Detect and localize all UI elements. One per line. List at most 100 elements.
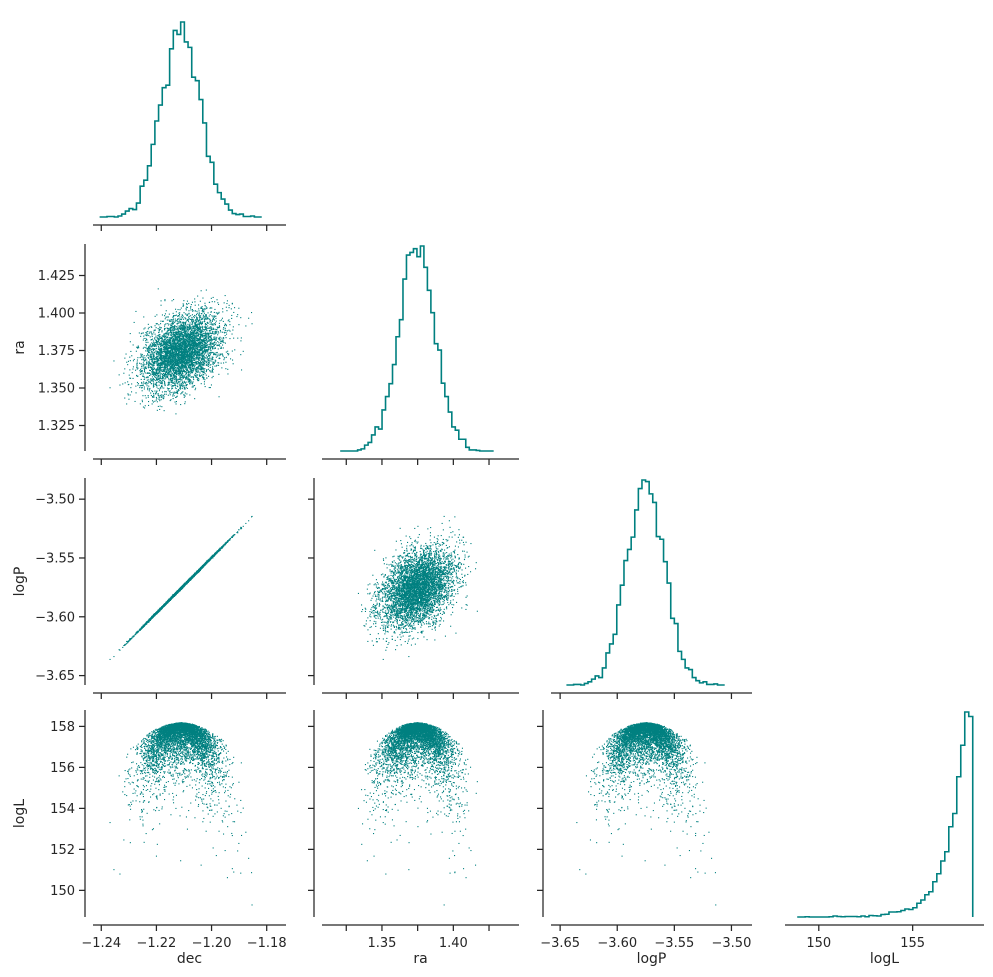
scatter-point — [164, 352, 165, 353]
scatter-point — [153, 395, 154, 396]
scatter-point — [215, 324, 216, 325]
scatter-point — [188, 329, 189, 330]
scatter-point — [178, 323, 179, 324]
scatter-point — [143, 364, 144, 365]
scatter-point — [211, 298, 212, 299]
scatter-point — [205, 309, 206, 310]
scatter-point — [193, 371, 194, 372]
scatter-point — [168, 357, 169, 358]
scatter-point — [180, 372, 181, 373]
scatter-point — [180, 370, 181, 371]
scatter-point — [156, 397, 157, 398]
scatter-point — [207, 352, 208, 353]
scatter-point — [156, 387, 157, 388]
scatter-point — [200, 353, 201, 354]
scatter-point — [199, 310, 200, 311]
scatter-point — [206, 377, 207, 378]
scatter-point — [196, 345, 197, 346]
scatter-point — [155, 351, 156, 352]
scatter-point — [134, 359, 135, 360]
scatter-point — [178, 334, 179, 335]
scatter-point — [212, 324, 213, 325]
scatter-point — [164, 349, 165, 350]
scatter-point — [234, 307, 235, 308]
scatter-point — [178, 327, 179, 328]
scatter-point — [172, 368, 173, 369]
scatter-point — [175, 385, 176, 386]
scatter-point — [172, 344, 173, 345]
scatter-point — [219, 358, 220, 359]
scatter-point — [147, 380, 148, 381]
scatter-point — [181, 349, 182, 350]
scatter-point — [222, 311, 223, 312]
scatter-point — [142, 385, 143, 386]
scatter-point — [189, 352, 190, 353]
scatter-point — [124, 398, 125, 399]
scatter-point — [182, 377, 183, 378]
scatter-point — [200, 322, 201, 323]
scatter-point — [159, 352, 160, 353]
scatter-point — [177, 392, 178, 393]
scatter-point — [148, 363, 149, 364]
scatter-point — [175, 347, 176, 348]
scatter-point — [154, 368, 155, 369]
scatter-point — [158, 328, 159, 329]
scatter-point — [167, 331, 168, 332]
scatter-point — [190, 339, 191, 340]
scatter-point — [187, 327, 188, 328]
scatter-point — [187, 344, 188, 345]
scatter-point — [209, 328, 210, 329]
scatter-point — [192, 347, 193, 348]
scatter-point — [147, 389, 148, 390]
scatter-point — [181, 316, 182, 317]
scatter-point — [206, 324, 207, 325]
scatter-point — [178, 373, 179, 374]
scatter-point — [219, 355, 220, 356]
scatter-point — [173, 342, 174, 343]
scatter-point — [210, 333, 211, 334]
scatter-point — [189, 355, 190, 356]
scatter-point — [191, 328, 192, 329]
scatter-point — [152, 372, 153, 373]
scatter-point — [161, 355, 162, 356]
scatter-point — [199, 354, 200, 355]
scatter-point — [188, 317, 189, 318]
scatter-point — [205, 352, 206, 353]
scatter-point — [248, 318, 249, 319]
scatter-point — [216, 329, 217, 330]
scatter-point — [169, 366, 170, 367]
scatter-point — [211, 384, 212, 385]
scatter-point — [196, 314, 197, 315]
scatter-point — [158, 388, 159, 389]
scatter-point — [203, 379, 204, 380]
scatter-point — [153, 379, 154, 380]
scatter-point — [214, 363, 215, 364]
scatter-point — [191, 351, 192, 352]
scatter-point — [157, 344, 158, 345]
scatter-point — [237, 314, 238, 315]
scatter-point — [170, 325, 171, 326]
scatter-point — [220, 343, 221, 344]
scatter-point — [195, 323, 196, 324]
scatter-point — [222, 332, 223, 333]
scatter-point — [157, 401, 158, 402]
scatter-point — [231, 308, 232, 309]
panel-ra-vs-dec: 1.3251.3501.3751.4001.425 — [38, 244, 286, 465]
scatter-point — [206, 341, 207, 342]
scatter-point — [185, 339, 186, 340]
scatter-point — [199, 358, 200, 359]
scatter-point — [225, 362, 226, 363]
scatter-point — [137, 363, 138, 364]
scatter-point — [155, 316, 156, 317]
scatter-point — [191, 338, 192, 339]
scatter-point — [178, 379, 179, 380]
scatter-point — [224, 357, 225, 358]
scatter-point — [201, 330, 202, 331]
scatter-point — [185, 389, 186, 390]
scatter-point — [187, 358, 188, 359]
scatter-point — [238, 324, 239, 325]
scatter-point — [205, 373, 206, 374]
scatter-point — [162, 382, 163, 383]
scatter-point — [168, 330, 169, 331]
scatter-point — [196, 371, 197, 372]
